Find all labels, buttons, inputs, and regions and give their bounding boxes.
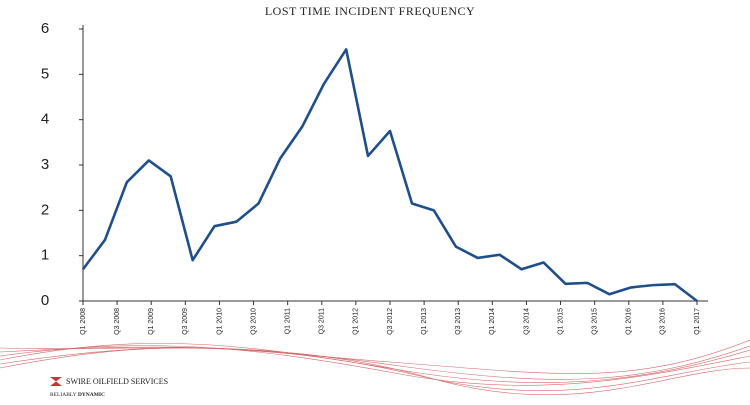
tagline-part: DYNAMIC (78, 392, 105, 398)
x-tick-label: Q3 2014 (523, 308, 530, 335)
x-tick-label: Q3 2012 (387, 308, 394, 335)
y-tick-label: 1 (41, 247, 49, 264)
x-tick-label: Q1 2014 (489, 308, 496, 335)
x-tick-label: Q3 2008 (114, 308, 121, 335)
x-tick-label: Q1 2010 (216, 308, 223, 335)
y-tick-label: 2 (41, 201, 49, 218)
x-tick-label: Q1 2008 (80, 308, 87, 335)
y-tick-label: 0 (41, 292, 49, 309)
x-tick-label: Q1 2016 (626, 308, 633, 335)
x-tick-label: Q3 2015 (592, 308, 599, 335)
x-tick-label: Q1 2015 (557, 308, 564, 335)
tagline-part: RELIABLY (50, 392, 77, 398)
x-tick-label: Q1 2012 (353, 308, 360, 335)
x-tick-label: Q1 2011 (285, 308, 292, 334)
logo: SWIRE OILFIELD SERVICES RELIABLY DYNAMIC (50, 377, 168, 398)
x-tick-label: Q3 2016 (660, 308, 667, 335)
footer-waves (0, 339, 750, 396)
chart-title: LOST TIME INCIDENT FREQUENCY (265, 4, 475, 18)
tagline: RELIABLY DYNAMIC (50, 392, 105, 398)
x-tick-label: Q1 2013 (421, 308, 428, 335)
y-tick-label: 3 (41, 156, 49, 173)
y-tick-label: 4 (41, 111, 49, 128)
y-tick-label: 5 (41, 65, 49, 82)
x-tick-label: Q3 2010 (250, 308, 257, 335)
x-tick-label: Q3 2009 (182, 308, 189, 335)
data-line (81, 48, 698, 303)
x-tick-label: Q1 2009 (148, 308, 155, 335)
x-tick-label: Q3 2013 (455, 308, 462, 335)
x-tick-label: Q3 2011 (319, 308, 326, 334)
x-tick-label: Q1 2017 (694, 308, 701, 335)
company-name: SWIRE OILFIELD SERVICES (66, 377, 168, 386)
y-tick-label: 6 (41, 20, 49, 37)
